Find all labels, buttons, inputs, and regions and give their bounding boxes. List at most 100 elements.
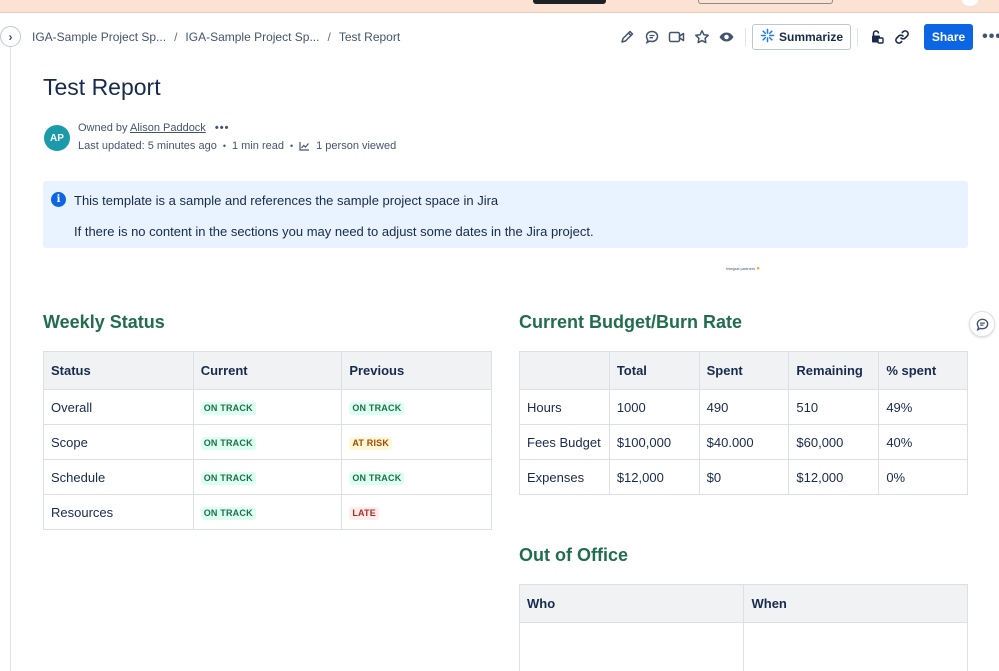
column-header: Remaining xyxy=(788,351,880,390)
table-header-row: Total Spent Remaining % spent xyxy=(519,351,968,390)
weekly-status-heading: Weekly Status xyxy=(43,312,165,332)
column-header: When xyxy=(743,584,968,623)
previous-cell: AT RISK xyxy=(341,424,492,460)
status-lozenge: ON TRACK xyxy=(200,437,256,450)
toolbar-divider xyxy=(745,28,746,46)
status-lozenge: ON TRACK xyxy=(349,472,405,485)
breadcrumb: IGA-Sample Project Sp... / IGA-Sample Pr… xyxy=(32,30,400,44)
current-cell: ON TRACK xyxy=(192,389,343,425)
table-row: Expenses $12,000 $0 $12,000 0% xyxy=(519,459,968,495)
pct-spent-cell: 49% xyxy=(878,389,968,425)
owner-more-icon[interactable]: ••• xyxy=(214,122,230,134)
spent-cell: 490 xyxy=(698,389,790,425)
column-header: Total xyxy=(608,351,700,390)
breadcrumb-separator: / xyxy=(327,30,331,44)
table-header-row: Status Current Previous xyxy=(43,351,492,390)
owner-link[interactable]: Alison Paddock xyxy=(129,122,206,134)
byline-meta: Last updated: 5 minutes ago • 1 min read… xyxy=(78,140,396,152)
remaining-cell: $12,000 xyxy=(788,459,880,495)
previous-cell: LATE xyxy=(341,494,492,530)
status-lozenge: ON TRACK xyxy=(200,472,256,485)
share-button[interactable]: Share xyxy=(924,24,974,50)
row-label-cell: Fees Budget xyxy=(519,424,610,460)
pct-spent-cell: 40% xyxy=(878,424,968,460)
owned-by-label: Owned by xyxy=(78,122,128,134)
status-cell: Resources xyxy=(43,494,194,530)
top-dark-tab[interactable] xyxy=(533,0,606,4)
breadcrumb-separator: / xyxy=(174,30,178,44)
current-cell: ON TRACK xyxy=(192,459,343,495)
when-cell xyxy=(743,622,968,671)
out-of-office-heading: Out of Office xyxy=(519,545,628,565)
table-header-row: Who When xyxy=(518,584,968,623)
status-lozenge: ON TRACK xyxy=(200,402,256,415)
status-cell: Overall xyxy=(43,389,194,425)
previous-cell: ON TRACK xyxy=(341,459,492,495)
link-icon[interactable] xyxy=(889,25,914,49)
column-header: Status xyxy=(43,351,194,390)
summarize-icon xyxy=(760,28,775,46)
table-row xyxy=(518,622,968,671)
total-cell: $100,000 xyxy=(608,424,700,460)
current-cell: ON TRACK xyxy=(192,424,343,460)
comment-icon[interactable] xyxy=(639,25,664,49)
status-lozenge: ON TRACK xyxy=(200,507,256,520)
summarize-button[interactable]: Summarize xyxy=(752,24,852,50)
analytics-icon[interactable] xyxy=(299,141,310,151)
pct-spent-cell: 0% xyxy=(878,459,968,495)
status-lozenge: AT RISK xyxy=(349,437,393,450)
page-toolbar: Summarize Share ••• xyxy=(614,24,999,50)
spent-cell: $40.000 xyxy=(698,424,790,460)
tiny-note-text: Integral partners xyxy=(726,266,756,271)
budget-table: Total Spent Remaining % spent Hours 1000… xyxy=(519,351,968,495)
breadcrumb-item-space[interactable]: IGA-Sample Project Sp... xyxy=(32,30,167,44)
info-panel-line-1: This template is a sample and references… xyxy=(74,193,499,208)
column-header: % spent xyxy=(878,351,968,390)
status-cell: Schedule xyxy=(43,459,194,495)
remaining-cell: 510 xyxy=(788,389,880,425)
expand-sidebar-button[interactable]: › xyxy=(0,26,21,47)
summarize-label: Summarize xyxy=(779,30,844,44)
star-icon[interactable] xyxy=(689,25,714,49)
watch-icon[interactable] xyxy=(714,25,739,49)
weekly-status-table: Status Current Previous Overall ON TRACK… xyxy=(43,351,492,530)
table-row: Overall ON TRACK ON TRACK xyxy=(43,389,492,425)
who-cell xyxy=(518,622,745,671)
video-icon[interactable] xyxy=(664,25,689,49)
row-label-cell: Hours xyxy=(519,389,610,425)
status-lozenge: ON TRACK xyxy=(349,402,405,415)
table-row: Hours 1000 490 510 49% xyxy=(519,389,968,425)
table-row: Schedule ON TRACK ON TRACK xyxy=(43,459,492,495)
spent-cell: $0 xyxy=(698,459,790,495)
budget-heading: Current Budget/Burn Rate xyxy=(519,312,743,332)
comment-icon xyxy=(976,318,988,331)
restrictions-icon[interactable] xyxy=(864,25,889,49)
inline-comment-button[interactable] xyxy=(969,311,995,337)
sun-icon: ● xyxy=(756,266,760,272)
breadcrumb-item-parent[interactable]: IGA-Sample Project Sp... xyxy=(185,30,320,44)
page-title: Test Report xyxy=(43,74,161,100)
table-row: Resources ON TRACK LATE xyxy=(43,494,492,530)
column-header: Who xyxy=(518,584,745,623)
table-row: Fees Budget $100,000 $40.000 $60,000 40% xyxy=(519,424,968,460)
top-round-button[interactable] xyxy=(962,0,978,6)
current-cell: ON TRACK xyxy=(192,494,343,530)
previous-cell: ON TRACK xyxy=(341,389,492,425)
viewers-text[interactable]: 1 person viewed xyxy=(316,140,397,152)
total-cell: 1000 xyxy=(608,389,700,425)
row-label-cell: Expenses xyxy=(519,459,610,495)
byline-owner: Owned by Alison Paddock ••• xyxy=(78,122,229,134)
edit-icon[interactable] xyxy=(614,25,639,49)
column-header: Current xyxy=(192,351,343,390)
more-icon[interactable]: ••• xyxy=(982,28,999,45)
toolbar-divider xyxy=(857,28,859,46)
last-updated-text[interactable]: Last updated: 5 minutes ago xyxy=(78,140,217,152)
chevron-right-icon: › xyxy=(8,29,13,44)
tiny-note: Integral partners ● xyxy=(726,266,760,272)
column-header: Spent xyxy=(698,351,790,390)
top-outline-tab[interactable] xyxy=(698,0,833,4)
column-header xyxy=(519,351,610,390)
avatar[interactable]: AP xyxy=(44,125,70,151)
table-row: Scope ON TRACK AT RISK xyxy=(43,424,492,460)
breadcrumb-item-current[interactable]: Test Report xyxy=(338,30,401,44)
